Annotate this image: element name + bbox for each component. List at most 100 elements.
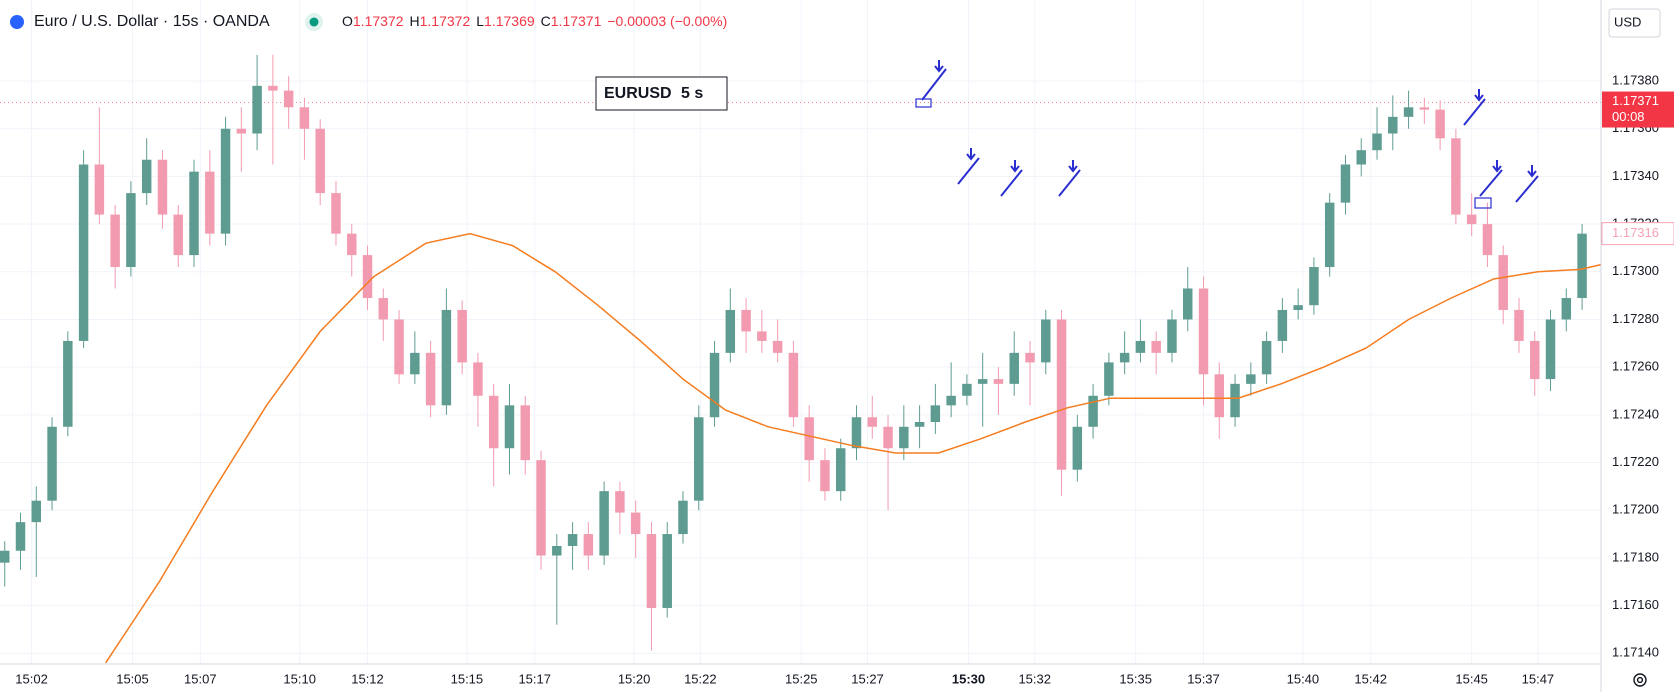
candle-body (94, 164, 105, 215)
marker-price-box (1601, 222, 1674, 246)
market-status[interactable] (309, 17, 319, 27)
x-tick-label: 15:47 (1522, 671, 1555, 686)
candle-body (331, 193, 341, 234)
ohlc-value: 1.17369 (484, 13, 535, 29)
candle-body (1119, 352, 1130, 363)
candle-body (315, 128, 325, 194)
x-tick-label: 15:32 (1018, 671, 1051, 686)
candle-body (1183, 288, 1193, 320)
candle-body (1577, 233, 1587, 299)
candle-body (1451, 138, 1461, 215)
ohlc-key: L (476, 13, 484, 29)
candle-body (1025, 352, 1035, 363)
candle-body (347, 233, 357, 256)
candle-body (299, 107, 310, 129)
candle-body (599, 491, 609, 556)
inset-symbol: EURUSD (604, 85, 672, 102)
candle-body (1151, 340, 1161, 353)
candle-body (410, 352, 420, 375)
marker-price-label: 1.17316 (1612, 225, 1659, 240)
candle-body (662, 534, 672, 608)
candle-body (1372, 133, 1382, 151)
candle-body (488, 395, 499, 449)
moving-average (105, 232, 1602, 664)
candle-body (1135, 340, 1146, 353)
currency-box[interactable] (1608, 8, 1661, 38)
candle-body (220, 128, 231, 234)
x-tick-label: 15:17 (518, 671, 551, 686)
x-tick-label: 15:22 (684, 671, 717, 686)
candle-body (1530, 340, 1540, 380)
candle-body (1356, 150, 1366, 165)
candle-body (977, 379, 988, 384)
candle-body (425, 352, 436, 406)
candle-body (441, 309, 452, 406)
candle-body (694, 417, 704, 501)
ohlc-value: 1.17372 (353, 13, 404, 29)
currency[interactable]: USD (1614, 14, 1641, 29)
candle-body (1214, 374, 1225, 418)
x-tick-label: 15:40 (1287, 671, 1320, 686)
candle-body (173, 214, 183, 256)
ohlc-legend: O1.17372 H1.17372 L1.17369 C1.17371 −0.00003… (342, 13, 727, 29)
candle-body (646, 534, 657, 608)
y-tick-label: 1.17160 (1612, 597, 1659, 612)
x-tick-label: 15:42 (1354, 671, 1387, 686)
ohlc-key: C (541, 13, 551, 29)
candle-body (835, 448, 846, 492)
candle-body (457, 309, 467, 363)
ohlc-key: H (410, 13, 420, 29)
candle-body (1514, 309, 1524, 341)
candle-body (283, 90, 294, 108)
x-tick-label: 15:10 (283, 671, 316, 686)
candle-body (1009, 352, 1019, 384)
candle-body (1466, 214, 1477, 225)
y-tick-label: 1.17200 (1612, 502, 1659, 517)
candle-body (1072, 426, 1083, 470)
candle-body (741, 309, 751, 332)
y-tick-label: 1.17340 (1612, 168, 1659, 183)
y-tick-label: 1.17240 (1612, 406, 1659, 421)
inset-interval: 5 s (681, 85, 703, 102)
candle-body (378, 298, 389, 320)
candle-body (1388, 116, 1398, 134)
candle-body (583, 534, 594, 556)
ohlc-change: −0.00003 (−0.00%) (607, 13, 727, 29)
candle-body (394, 319, 404, 375)
x-tick-label: 15:35 (1119, 671, 1152, 686)
symbol-icon (10, 15, 24, 29)
candle-body (520, 405, 530, 461)
candle-body (1482, 224, 1493, 256)
y-tick-label: 1.17220 (1612, 454, 1659, 469)
grid (0, 0, 1601, 664)
candle-body (1340, 164, 1351, 203)
countdown-label: 00:08 (1612, 109, 1645, 124)
ohlc-key: O (342, 13, 353, 29)
candle-body (1041, 319, 1051, 363)
inset-box[interactable] (595, 76, 728, 111)
candle-body (504, 405, 515, 449)
candle-body (0, 550, 10, 563)
candle-body (962, 383, 972, 396)
x-tick-label: 15:15 (451, 671, 484, 686)
candle-body (1088, 395, 1098, 427)
candle-body (31, 500, 42, 523)
candle-body (630, 512, 641, 535)
candle-body (63, 340, 73, 427)
y-tick-label: 1.17380 (1612, 73, 1659, 88)
candle-body (1545, 319, 1556, 380)
symbol-title[interactable]: Euro / U.S. Dollar · 15s · OANDA (34, 13, 270, 30)
candle-body (15, 522, 26, 551)
candle-body (110, 214, 120, 268)
candle-body (678, 500, 688, 535)
settings-icon[interactable] (1633, 673, 1647, 687)
candle-body (993, 379, 1004, 384)
axes: 1.17140 1.17160 1.17180 1.17200 1.17220 1.172… (15, 73, 1674, 686)
candle-body (1198, 288, 1209, 375)
candle-body (820, 460, 830, 492)
candle-body (1056, 319, 1067, 470)
x-tick-label: 15:25 (785, 671, 818, 686)
candle-body (1435, 109, 1445, 139)
